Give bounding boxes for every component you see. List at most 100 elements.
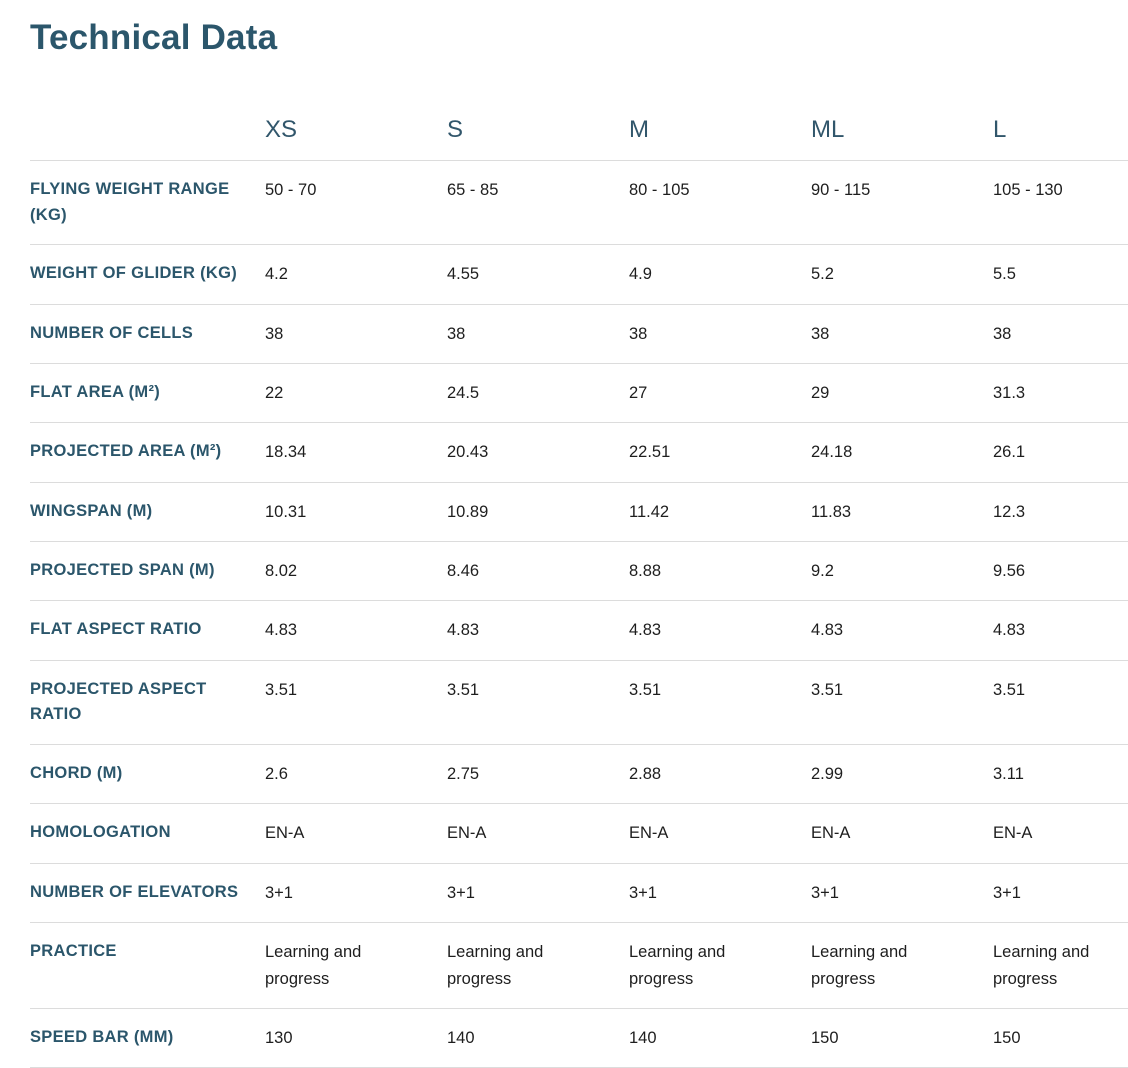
spec-value: 3.51 bbox=[447, 680, 480, 699]
spec-row: SPEED BAR (MM) 130 140 140 150 150 bbox=[30, 1008, 1128, 1067]
spec-row: PRACTICE Learning and progress Learning an… bbox=[30, 922, 1128, 1009]
spec-value: 130 bbox=[265, 1028, 293, 1047]
spec-row: PROJECTED AREA (M²) 18.34 20.43 22.51 24.18 2… bbox=[30, 422, 1128, 482]
spec-row: PROJECTED SPAN (M) 8.02 8.46 8.88 9.2 9.56 bbox=[30, 541, 1128, 601]
size-column-header: XS bbox=[265, 116, 298, 143]
spec-value: 3+1 bbox=[993, 883, 1021, 902]
size-column-header: ML bbox=[811, 116, 845, 143]
spec-value: Learning and progress bbox=[993, 943, 1090, 988]
spec-value: 38 bbox=[265, 324, 284, 343]
spec-value: 20.43 bbox=[447, 443, 489, 462]
spec-value: 22.51 bbox=[629, 443, 671, 462]
spec-value: 150 bbox=[811, 1028, 839, 1047]
spec-label: HOMOLOGATION bbox=[30, 823, 171, 842]
spec-row: FLAT AREA (M²) 22 24.5 27 29 31.3 bbox=[30, 363, 1128, 422]
spec-label: FLYING WEIGHT RANGE (KG) bbox=[30, 180, 230, 224]
spec-value: 22 bbox=[265, 383, 284, 402]
spec-value: 27 bbox=[629, 383, 648, 402]
size-column-header: M bbox=[629, 116, 649, 143]
spec-value: 4.83 bbox=[447, 621, 480, 640]
spec-value: 3+1 bbox=[629, 883, 657, 902]
empty-header-cell bbox=[30, 116, 265, 161]
spec-value: 11.42 bbox=[629, 502, 670, 521]
spec-value: 2.88 bbox=[629, 764, 662, 783]
spec-label: PRACTICE bbox=[30, 942, 117, 961]
spec-value: EN-A bbox=[629, 824, 669, 843]
spec-value: 105 - 130 bbox=[993, 181, 1063, 199]
spec-value: EN-A bbox=[447, 824, 487, 843]
spec-value: 5.2 bbox=[811, 265, 834, 284]
spec-value: 3.51 bbox=[629, 680, 662, 699]
spec-label: FLAT AREA (M²) bbox=[30, 382, 161, 401]
table-body: FLYING WEIGHT RANGE (KG) 50 - 70 65 - 85 80… bbox=[30, 160, 1128, 1068]
spec-label: NUMBER OF CELLS bbox=[30, 323, 194, 342]
spec-value: 4.83 bbox=[265, 621, 298, 640]
spec-value: 3.11 bbox=[993, 764, 1024, 783]
spec-value: 2.99 bbox=[811, 764, 844, 783]
spec-row: WINGSPAN (M) 10.31 10.89 11.42 11.83 12.3 bbox=[30, 482, 1128, 541]
spec-row: FLYING WEIGHT RANGE (KG) 50 - 70 65 - 85 80… bbox=[30, 160, 1128, 245]
spec-label: FLAT ASPECT RATIO bbox=[30, 620, 202, 639]
spec-row: NUMBER OF ELEVATORS 3+1 3+1 3+1 3+1 3+1 bbox=[30, 863, 1128, 922]
spec-value: 8.88 bbox=[629, 562, 662, 581]
spec-label: CHORD (M) bbox=[30, 763, 123, 782]
spec-value: 9.56 bbox=[993, 562, 1026, 581]
spec-value: 3+1 bbox=[811, 883, 839, 902]
spec-label: PROJECTED SPAN (M) bbox=[30, 561, 215, 580]
spec-value: 90 - 115 bbox=[811, 181, 871, 199]
spec-value: 4.83 bbox=[993, 621, 1026, 640]
spec-value: 24.18 bbox=[811, 443, 853, 462]
spec-value: EN-A bbox=[811, 824, 851, 843]
spec-value: 140 bbox=[447, 1028, 475, 1047]
spec-value: 2.6 bbox=[265, 764, 288, 783]
spec-value: 4.55 bbox=[447, 265, 480, 284]
spec-value: 80 - 105 bbox=[629, 181, 690, 199]
spec-label: WINGSPAN (M) bbox=[30, 501, 153, 520]
spec-value: 3+1 bbox=[447, 883, 475, 902]
table-header: XS S M ML L bbox=[30, 116, 1128, 161]
spec-value: EN-A bbox=[265, 824, 305, 843]
spec-value: 140 bbox=[629, 1028, 657, 1047]
spec-value: 150 bbox=[993, 1028, 1021, 1047]
spec-row: NUMBER OF CELLS 38 38 38 38 38 bbox=[30, 304, 1128, 363]
spec-value: Learning and progress bbox=[629, 943, 726, 988]
spec-row: CHORD (M) 2.6 2.75 2.88 2.99 3.11 bbox=[30, 744, 1128, 803]
spec-value: 3+1 bbox=[265, 883, 293, 902]
spec-value: 5.5 bbox=[993, 265, 1016, 284]
spec-value: 10.89 bbox=[447, 502, 489, 521]
spec-value: 38 bbox=[629, 324, 648, 343]
spec-value: 4.83 bbox=[629, 621, 662, 640]
spec-value: 38 bbox=[993, 324, 1012, 343]
spec-value: Learning and progress bbox=[447, 943, 544, 988]
page-title: Technical Data bbox=[30, 18, 278, 57]
spec-value: 31.3 bbox=[993, 383, 1026, 402]
spec-value: 4.83 bbox=[811, 621, 844, 640]
spec-row: HOMOLOGATION EN-A EN-A EN-A EN-A EN-A bbox=[30, 803, 1128, 863]
spec-label: PROJECTED ASPECT RATIO bbox=[30, 679, 207, 724]
spec-label: WEIGHT OF GLIDER (KG) bbox=[30, 264, 238, 283]
spec-value: Learning and progress bbox=[265, 943, 362, 988]
spec-value: EN-A bbox=[993, 824, 1033, 843]
spec-value: 2.75 bbox=[447, 764, 480, 783]
spec-value: 38 bbox=[811, 324, 830, 343]
spec-value: 29 bbox=[811, 383, 830, 402]
spec-value: 65 - 85 bbox=[447, 181, 499, 199]
size-header-row: XS S M ML L bbox=[30, 116, 1128, 161]
spec-label: SPEED BAR (MM) bbox=[30, 1027, 174, 1046]
spec-value: 4.9 bbox=[629, 265, 652, 284]
spec-value: 8.46 bbox=[447, 562, 480, 581]
spec-value: 12.3 bbox=[993, 502, 1026, 521]
spec-value: 10.31 bbox=[265, 502, 307, 521]
spec-value: 50 - 70 bbox=[265, 181, 317, 199]
spec-label: PROJECTED AREA (M²) bbox=[30, 442, 222, 461]
spec-value: 3.51 bbox=[811, 680, 844, 699]
spec-value: 18.34 bbox=[265, 443, 307, 462]
spec-value: 8.02 bbox=[265, 562, 298, 581]
spec-row: WEIGHT OF GLIDER (KG) 4.2 4.55 4.9 5.2 5.5 bbox=[30, 244, 1128, 304]
spec-value: 38 bbox=[447, 324, 466, 343]
spec-value: Learning and progress bbox=[811, 943, 908, 988]
technical-data-table: XS S M ML L FLYING WEIGHT RANGE (KG) 50 - 70 6… bbox=[30, 116, 1128, 1068]
spec-value: 3.51 bbox=[993, 680, 1026, 699]
spec-value: 4.2 bbox=[265, 265, 288, 284]
